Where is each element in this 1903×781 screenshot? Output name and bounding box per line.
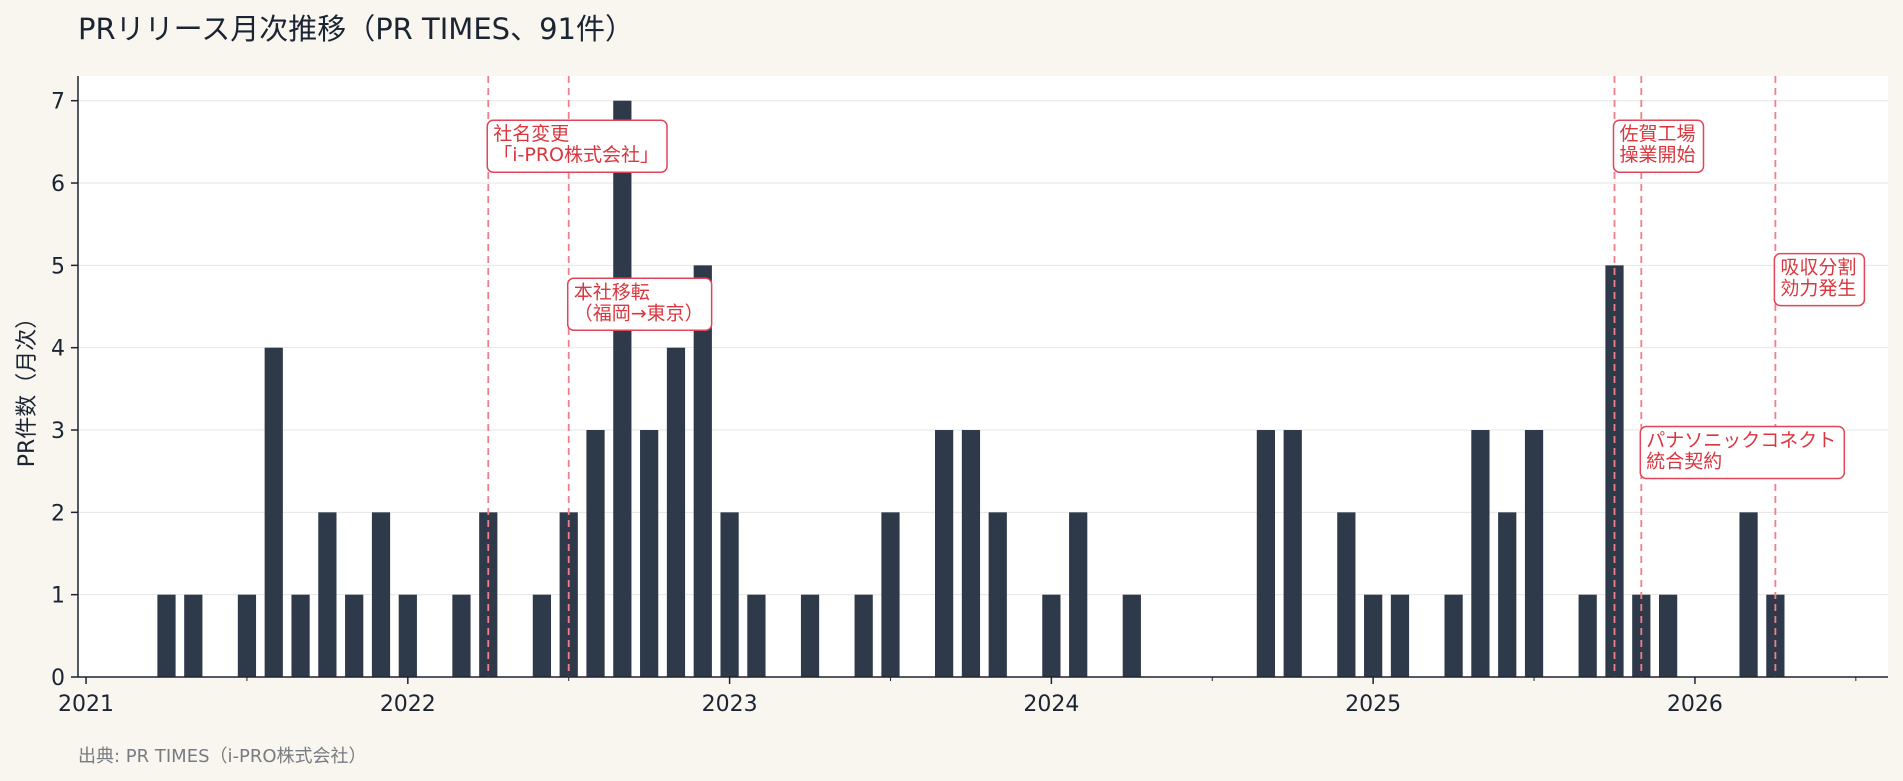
bar xyxy=(1632,594,1651,677)
bar xyxy=(1659,594,1678,677)
annotation-text: 効力発生 xyxy=(1780,278,1856,300)
axes xyxy=(77,76,1888,678)
bar xyxy=(586,430,605,677)
bar xyxy=(988,512,1007,677)
bar xyxy=(881,512,900,677)
annotation-text: 操業開始 xyxy=(1619,144,1695,166)
x-ticks: 2021 2022 2023 2024 2025 2026 xyxy=(58,677,1857,717)
bar xyxy=(961,430,981,677)
bar xyxy=(1766,594,1785,677)
y-tick-label: 4 xyxy=(51,337,65,362)
bar xyxy=(1605,265,1624,677)
chart-title: PRリリース月次推移（PR TIMES、91件） xyxy=(78,12,634,46)
y-tick-label: 7 xyxy=(51,90,65,115)
annotation-text: 統合契約 xyxy=(1646,450,1722,472)
bar xyxy=(640,430,659,677)
bar xyxy=(291,594,310,677)
bar xyxy=(1337,512,1356,677)
x-tick-label: 2026 xyxy=(1667,692,1723,717)
bar xyxy=(184,594,203,677)
bar xyxy=(1256,430,1276,677)
bar xyxy=(157,594,176,677)
bar xyxy=(1390,594,1410,677)
bar xyxy=(398,594,417,677)
bar xyxy=(237,594,257,677)
event-annotation: 本社移転（福岡→東京） xyxy=(566,277,713,332)
bars xyxy=(157,100,1785,678)
bar xyxy=(1122,594,1141,677)
bar xyxy=(747,594,766,677)
annotation-text: 吸収分割 xyxy=(1780,257,1856,279)
x-tick-label: 2021 xyxy=(58,692,114,717)
annotation-box xyxy=(1773,252,1866,307)
y-ticks: 0 1 2 3 4 5 6 7 xyxy=(51,90,78,691)
bar xyxy=(935,430,954,677)
bar xyxy=(1042,594,1061,677)
bar xyxy=(264,347,283,677)
bar xyxy=(666,347,686,677)
annotation-text: （福岡→東京） xyxy=(574,302,704,324)
annotation-box xyxy=(486,119,668,173)
bar xyxy=(720,512,739,677)
y-tick-label: 6 xyxy=(51,172,65,197)
bar xyxy=(1498,512,1517,677)
annotation-text: パナソニックコネクト xyxy=(1646,429,1836,451)
y-tick-label: 5 xyxy=(51,254,65,279)
annotation-box xyxy=(1639,425,1846,480)
event-lines xyxy=(487,76,1777,677)
event-annotations: 社名変更「i-PRO株式会社」本社移転（福岡→東京） 佐賀工場操業開始パナソニック… xyxy=(486,119,1866,480)
bar xyxy=(452,594,471,677)
bar xyxy=(1578,594,1597,677)
x-tick-label: 2022 xyxy=(380,692,436,717)
y-axis-label: PR件数（月次） xyxy=(15,307,40,468)
bar xyxy=(318,512,337,677)
x-tick-label: 2025 xyxy=(1345,692,1401,717)
bar xyxy=(800,594,820,677)
y-tick-label: 1 xyxy=(51,584,65,609)
bar xyxy=(371,512,391,677)
y-tick-label: 0 xyxy=(51,666,65,691)
bar xyxy=(1524,430,1544,677)
bar xyxy=(1364,594,1383,677)
annotation-box xyxy=(1612,119,1705,173)
annotation-text: 本社移転 xyxy=(574,281,650,303)
bar xyxy=(693,265,712,677)
y-tick-label: 3 xyxy=(51,419,65,444)
x-tick-label: 2024 xyxy=(1023,692,1079,717)
annotation-text: 佐賀工場 xyxy=(1619,123,1695,145)
annotation-text: 「i-PRO株式会社」 xyxy=(493,144,659,166)
source-note: 出典: PR TIMES（i-PRO株式会社） xyxy=(78,746,367,767)
event-annotation: 社名変更「i-PRO株式会社」 xyxy=(486,119,668,173)
y-tick-label: 2 xyxy=(51,501,65,526)
bar xyxy=(613,100,632,678)
annotation-box xyxy=(566,277,713,332)
bar xyxy=(1471,430,1490,677)
bar xyxy=(854,594,873,677)
bar xyxy=(1283,430,1302,677)
bar xyxy=(1444,594,1463,677)
bar xyxy=(345,594,364,677)
annotation-text: 社名変更 xyxy=(493,123,569,145)
bar xyxy=(1069,512,1088,677)
bar xyxy=(1739,512,1758,677)
bar xyxy=(532,594,552,677)
x-tick-label: 2023 xyxy=(702,692,758,717)
